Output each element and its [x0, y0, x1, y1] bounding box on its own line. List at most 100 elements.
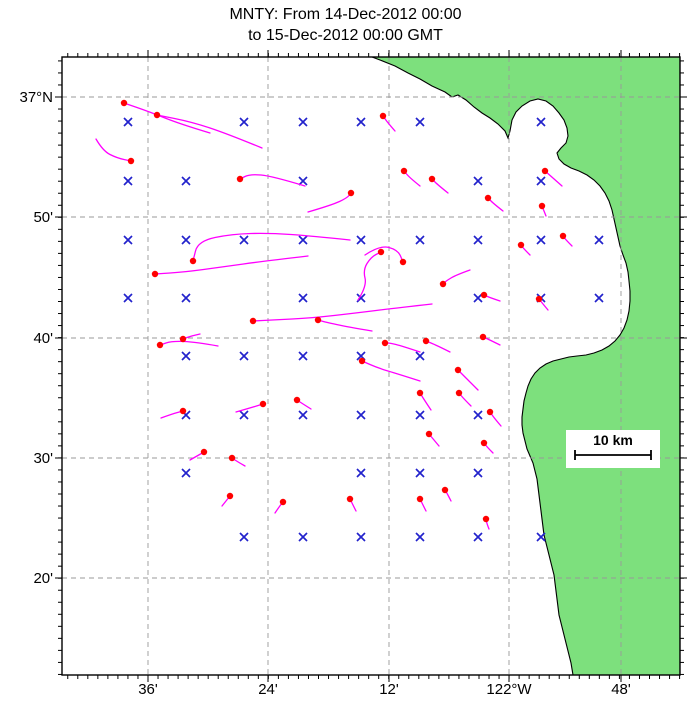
trajectory-endpoint-dot — [439, 280, 447, 288]
trajectory-endpoint-dot — [559, 232, 567, 240]
y-axis-label: 20' — [33, 570, 53, 587]
grid-point-x-marker — [123, 293, 133, 303]
trajectory-endpoint-dot — [479, 333, 487, 341]
grid-point-x-marker — [415, 410, 425, 420]
grid-point-x-marker — [298, 532, 308, 542]
grid-point-x-marker — [181, 235, 191, 245]
grid-point-x-marker — [473, 235, 483, 245]
y-axis-label: 37°N — [19, 89, 53, 106]
grid-point-x-marker — [181, 293, 191, 303]
trajectory-path — [538, 298, 549, 311]
trajectory-path — [458, 392, 472, 407]
trajectories — [95, 99, 573, 530]
grid-point-x-marker — [473, 410, 483, 420]
grid-point-x-marker — [473, 293, 483, 303]
grid-point-x-marker — [415, 532, 425, 542]
x-axis-label: 36' — [138, 681, 158, 698]
trajectory-endpoint-dot — [400, 167, 408, 175]
trajectory-path — [483, 294, 501, 302]
y-axis-label: 30' — [33, 450, 53, 467]
grid-point-x-marker — [536, 176, 546, 186]
plot-title: MNTY: From 14-Dec-2012 00:00 to 15-Dec-2… — [0, 4, 691, 46]
x-axis-label: 12' — [379, 681, 399, 698]
grid-point-x-marker — [298, 410, 308, 420]
plot-frame — [61, 56, 681, 676]
trajectory-endpoint-dot — [422, 337, 430, 345]
grid-point-x-marker — [356, 117, 366, 127]
trajectory-endpoint-dot — [200, 448, 208, 456]
grid-point-x-marker — [536, 117, 546, 127]
trajectory-path — [156, 114, 263, 149]
trajectory-path — [123, 102, 211, 134]
grid-point-x-marker — [123, 176, 133, 186]
grid-point-markers — [123, 117, 604, 542]
trajectory-path — [483, 442, 494, 454]
grid-point-x-marker — [473, 176, 483, 186]
trajectory-path — [221, 495, 231, 507]
trajectory-endpoint-dot — [454, 366, 462, 374]
trajectory-endpoint-dot — [517, 241, 525, 249]
trajectory-endpoint-dot — [314, 316, 322, 324]
grid-point-x-marker — [594, 293, 604, 303]
trajectory-endpoint-dot — [153, 111, 161, 119]
trajectory-path — [160, 410, 184, 419]
trajectory-path — [419, 498, 427, 512]
trajectory-path — [192, 232, 351, 262]
grid-point-x-marker — [181, 176, 191, 186]
trajectory-path — [544, 170, 563, 187]
trajectory-endpoint-dot — [416, 495, 424, 503]
trajectory-path — [189, 451, 205, 461]
trajectory-path — [95, 138, 132, 162]
grid-point-x-marker — [356, 235, 366, 245]
grid-point-x-marker — [473, 532, 483, 542]
trajectory-endpoint-dot — [482, 515, 490, 523]
trajectory-endpoint-dot — [379, 112, 387, 120]
trajectory-endpoint-dot — [480, 291, 488, 299]
trajectory-endpoint-dot — [381, 339, 389, 347]
grid-point-x-marker — [239, 235, 249, 245]
trajectory-endpoint-dot — [189, 257, 197, 265]
grid-point-x-marker — [356, 410, 366, 420]
grid-point-x-marker — [298, 293, 308, 303]
grid-point-x-marker — [536, 532, 546, 542]
grid-point-x-marker — [536, 235, 546, 245]
frame-ticks — [55, 50, 687, 682]
trajectory-endpoint-dot — [259, 400, 267, 408]
graticule — [62, 57, 680, 675]
trajectory-endpoint-dot — [156, 341, 164, 349]
trajectory-endpoint-dot — [151, 270, 159, 278]
y-axis-label: 40' — [33, 330, 53, 347]
trajectory-endpoint-dot — [416, 389, 424, 397]
grid-point-x-marker — [181, 468, 191, 478]
grid-point-x-marker — [415, 468, 425, 478]
trajectory-endpoint-dot — [484, 194, 492, 202]
trajectory-path — [457, 369, 479, 391]
trajectory-path — [231, 457, 246, 467]
grid-point-x-marker — [298, 176, 308, 186]
trajectory-endpoint-dot — [455, 389, 463, 397]
trajectory-path — [428, 433, 440, 447]
trajectory-endpoint-dot — [120, 99, 128, 107]
grid-point-x-marker — [239, 532, 249, 542]
trajectory-endpoint-dot — [127, 157, 135, 165]
grid-point-x-marker — [239, 351, 249, 361]
x-axis-label: 24' — [258, 681, 278, 698]
trajectory-endpoint-dot — [425, 430, 433, 438]
trajectory-path — [361, 360, 421, 382]
trajectory-path — [431, 178, 449, 194]
grid-point-x-marker — [415, 235, 425, 245]
grid-point-x-marker — [415, 117, 425, 127]
trajectory-path — [154, 255, 309, 275]
trajectory-path — [159, 340, 219, 347]
scale-bar-label: 10 km — [593, 432, 633, 448]
trajectory-path — [239, 174, 306, 187]
grid-point-x-marker — [473, 468, 483, 478]
scale-bar — [574, 450, 652, 460]
grid-point-x-marker — [415, 351, 425, 361]
trajectory-path — [487, 197, 504, 212]
trajectory-endpoint-dot — [179, 335, 187, 343]
trajectory-endpoint-dot — [358, 357, 366, 365]
trajectory-endpoint-dot — [249, 317, 257, 325]
grid-point-x-marker — [594, 235, 604, 245]
